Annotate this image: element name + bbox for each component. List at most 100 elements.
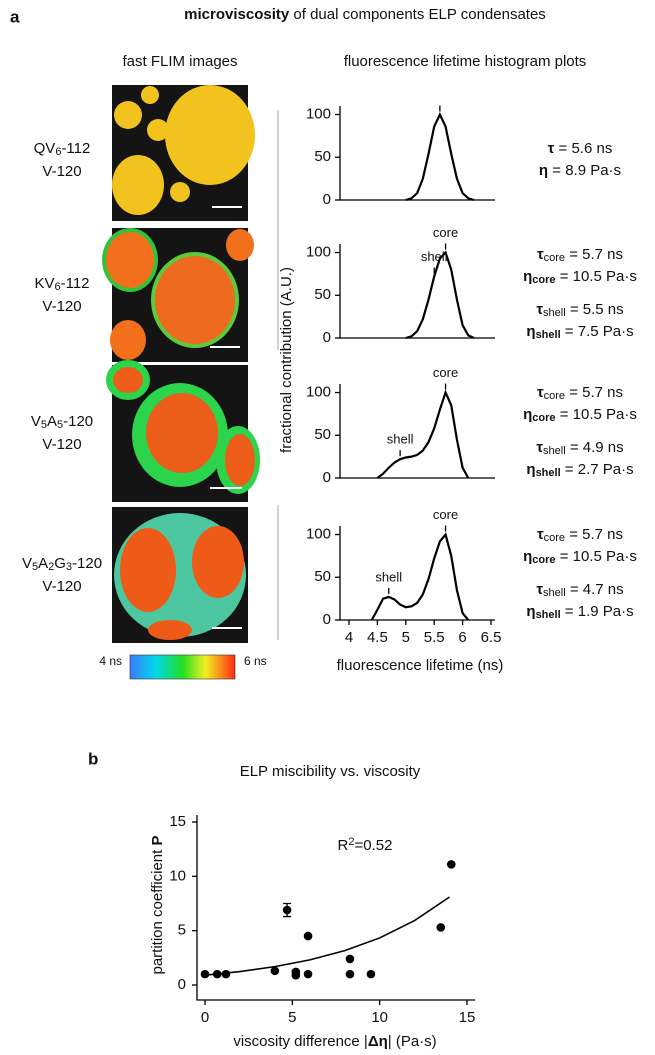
text-run: shell bbox=[543, 307, 566, 319]
text-run: η bbox=[539, 162, 548, 179]
text-run: = 10.5 Pa·s bbox=[556, 268, 637, 285]
y-tick-label: 0 bbox=[323, 611, 331, 628]
text-run: -120 bbox=[72, 555, 102, 572]
panel-title: microviscosity of dual components ELP co… bbox=[184, 6, 546, 23]
text-run: = 4.7 ns bbox=[566, 581, 624, 598]
y-axis-label: partition coefficient P bbox=[149, 836, 166, 975]
text-run: = 5.7 ns bbox=[565, 526, 623, 543]
y-tick-label: 100 bbox=[306, 106, 331, 123]
text-run: τ bbox=[536, 581, 543, 598]
sample-label: V5A2G3-120 bbox=[22, 555, 102, 573]
text-run: 5 bbox=[41, 419, 47, 431]
x-tick-label: 15 bbox=[459, 1009, 476, 1026]
text-run: τ bbox=[537, 246, 544, 263]
text-run: core bbox=[532, 274, 555, 286]
stat-label: ηcore = 10.5 Pa·s bbox=[523, 548, 637, 566]
sample-label: QV6-112 bbox=[34, 140, 91, 158]
point bbox=[282, 905, 292, 915]
y-tick-label: 100 bbox=[306, 384, 331, 401]
text-run: τ bbox=[536, 301, 543, 318]
text-run: core bbox=[544, 252, 565, 264]
text-run: 5 bbox=[57, 419, 63, 431]
colorbar bbox=[129, 654, 236, 680]
annotation: shell bbox=[375, 569, 402, 584]
text-run: of dual components ELP condensates bbox=[289, 6, 546, 23]
text-run: 3 bbox=[66, 561, 72, 573]
sample-label: KV6-112 bbox=[34, 275, 89, 293]
point bbox=[212, 969, 222, 979]
text-run: η bbox=[526, 603, 535, 620]
text-run: partition coefficient bbox=[149, 846, 166, 975]
x-tick-label: 5 bbox=[288, 1009, 296, 1026]
stat-label: ηshell = 1.9 Pa·s bbox=[526, 603, 633, 621]
stat-label: τcore = 5.7 ns bbox=[537, 526, 623, 544]
point bbox=[345, 954, 355, 964]
x-tick-label: 5.5 bbox=[424, 629, 445, 646]
text-run: τ bbox=[537, 384, 544, 401]
y-tick-label: 5 bbox=[178, 922, 186, 939]
flim-images bbox=[102, 85, 260, 643]
annotation: core bbox=[433, 365, 458, 380]
text-run: V bbox=[22, 555, 32, 572]
x-tick-label: 6 bbox=[458, 629, 466, 646]
text-run: η bbox=[523, 548, 532, 565]
text-run: 6 bbox=[55, 146, 61, 158]
x-tick-label: 4 bbox=[345, 629, 353, 646]
colorbar-label: 4 ns bbox=[99, 654, 122, 668]
stat-label: τshell = 4.9 ns bbox=[536, 439, 623, 457]
point bbox=[436, 923, 446, 932]
point bbox=[270, 966, 280, 976]
point bbox=[303, 931, 313, 941]
y-tick-label: 50 bbox=[314, 568, 331, 585]
text-run: microviscosity bbox=[184, 6, 290, 23]
text-run: shell bbox=[536, 609, 561, 621]
y-tick-label: 15 bbox=[169, 813, 186, 830]
stat-label: ηcore = 10.5 Pa·s bbox=[523, 406, 637, 424]
point bbox=[200, 969, 210, 979]
x-tick-label: 6.5 bbox=[481, 629, 502, 646]
text-run: -120 bbox=[63, 413, 93, 430]
y-tick-label: 100 bbox=[306, 526, 331, 543]
axis-line bbox=[339, 244, 495, 339]
text-run: core bbox=[544, 532, 565, 544]
text-run: 5 bbox=[32, 561, 38, 573]
text-run: = 10.5 Pa·s bbox=[556, 406, 637, 423]
text-run: = 10.5 Pa·s bbox=[556, 548, 637, 565]
text-run: 2 bbox=[348, 836, 354, 848]
y-tick-label: 50 bbox=[314, 286, 331, 303]
line bbox=[370, 532, 470, 621]
y-tick-label: 0 bbox=[323, 191, 331, 208]
stat-label: ηshell = 7.5 Pa·s bbox=[526, 323, 633, 341]
text-run: η bbox=[526, 323, 535, 340]
axis-line bbox=[339, 384, 495, 479]
text-run: R bbox=[338, 837, 349, 854]
stat-label: τ = 5.6 ns bbox=[548, 140, 613, 157]
x-tick-label: 5 bbox=[402, 629, 410, 646]
text-run: = 8.9 Pa·s bbox=[548, 162, 621, 179]
column-header: fast FLIM images bbox=[122, 53, 237, 70]
text-run: η bbox=[523, 406, 532, 423]
text-run: = 5.6 ns bbox=[554, 140, 612, 157]
annotation: core bbox=[433, 225, 458, 240]
panel-label: b bbox=[88, 749, 98, 768]
text-run: P bbox=[149, 836, 166, 846]
text-run: =0.52 bbox=[355, 837, 393, 854]
text-run: Δη bbox=[368, 1033, 388, 1050]
text-run: G bbox=[54, 555, 66, 572]
stat-label: τshell = 4.7 ns bbox=[536, 581, 623, 599]
text-run: core bbox=[544, 390, 565, 402]
x-tick-label: 10 bbox=[371, 1009, 388, 1026]
point bbox=[303, 969, 313, 979]
text-run: core bbox=[532, 554, 555, 566]
text-run: = 5.7 ns bbox=[565, 384, 623, 401]
text-run: shell bbox=[543, 587, 566, 599]
text-run: shell bbox=[536, 329, 561, 341]
y-tick-label: 10 bbox=[169, 867, 186, 884]
stat-label: ηcore = 10.5 Pa·s bbox=[523, 268, 637, 286]
text-run: shell bbox=[536, 467, 561, 479]
text-run: QV bbox=[34, 140, 56, 157]
text-run: = 4.9 ns bbox=[566, 439, 624, 456]
annotation: shell bbox=[387, 432, 414, 447]
text-run: 2 bbox=[48, 561, 54, 573]
